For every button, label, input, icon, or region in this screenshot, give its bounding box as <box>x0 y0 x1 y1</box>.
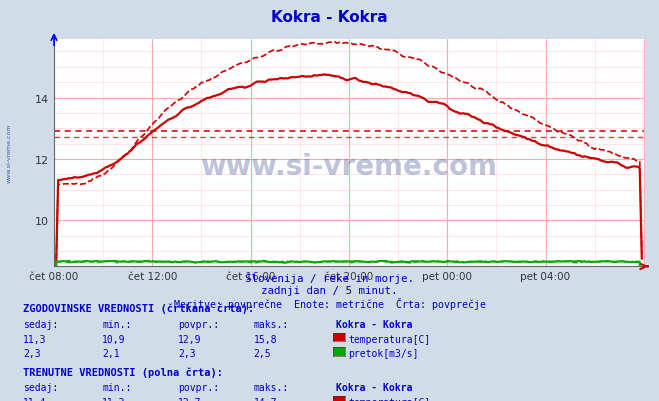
Text: 14,7: 14,7 <box>254 397 277 401</box>
Text: zadnji dan / 5 minut.: zadnji dan / 5 minut. <box>261 286 398 296</box>
Text: www.si-vreme.com: www.si-vreme.com <box>7 123 12 182</box>
Text: pretok[m3/s]: pretok[m3/s] <box>348 348 418 358</box>
Text: 2,5: 2,5 <box>254 348 272 358</box>
Text: 2,3: 2,3 <box>23 348 41 358</box>
Text: temperatura[C]: temperatura[C] <box>348 397 430 401</box>
Text: 11,3: 11,3 <box>23 334 47 344</box>
Text: 2,3: 2,3 <box>178 348 196 358</box>
Text: www.si-vreme.com: www.si-vreme.com <box>200 153 498 181</box>
Text: povpr.:: povpr.: <box>178 319 219 329</box>
Text: Meritve: povprečne  Enote: metrične  Črta: povprečje: Meritve: povprečne Enote: metrične Črta:… <box>173 298 486 310</box>
Text: min.:: min.: <box>102 382 132 392</box>
Text: maks.:: maks.: <box>254 382 289 392</box>
Text: 11,3: 11,3 <box>102 397 126 401</box>
Text: Slovenija / reke in morje.: Slovenija / reke in morje. <box>245 273 414 284</box>
Text: sedaj:: sedaj: <box>23 319 58 329</box>
Text: 10,9: 10,9 <box>102 334 126 344</box>
Text: 2,1: 2,1 <box>102 348 120 358</box>
Text: povpr.:: povpr.: <box>178 382 219 392</box>
Text: ZGODOVINSKE VREDNOSTI (črtkana črta):: ZGODOVINSKE VREDNOSTI (črtkana črta): <box>23 303 254 313</box>
Text: min.:: min.: <box>102 319 132 329</box>
Text: 12,9: 12,9 <box>178 334 202 344</box>
Text: TRENUTNE VREDNOSTI (polna črta):: TRENUTNE VREDNOSTI (polna črta): <box>23 366 223 377</box>
Text: Kokra - Kokra: Kokra - Kokra <box>272 10 387 25</box>
Text: maks.:: maks.: <box>254 319 289 329</box>
Text: sedaj:: sedaj: <box>23 382 58 392</box>
Text: 15,8: 15,8 <box>254 334 277 344</box>
Text: Kokra - Kokra: Kokra - Kokra <box>336 382 413 392</box>
Text: 12,7: 12,7 <box>178 397 202 401</box>
Text: Kokra - Kokra: Kokra - Kokra <box>336 319 413 329</box>
Text: temperatura[C]: temperatura[C] <box>348 334 430 344</box>
Text: 11,4: 11,4 <box>23 397 47 401</box>
